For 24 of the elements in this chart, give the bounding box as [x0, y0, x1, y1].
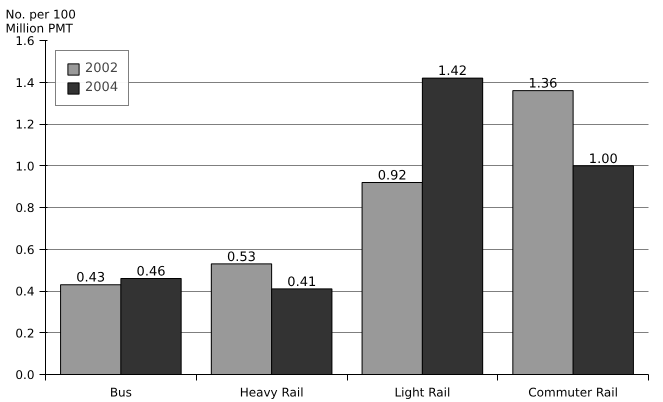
y-tick-label: 0.4	[15, 284, 35, 298]
y-tick-label: 1.6	[15, 34, 35, 48]
y-tick-label: 0.6	[15, 242, 35, 257]
y-tick-label: 1.2	[15, 118, 35, 132]
y-tick-label: 0.8	[15, 201, 35, 215]
x-tick-label: Light Rail	[394, 386, 450, 400]
y-axis-title: No. per 100 Million PMT	[6, 8, 76, 36]
data-label: 0.92	[378, 168, 407, 184]
data-label: 0.46	[136, 264, 166, 280]
data-label: 0.43	[76, 270, 106, 286]
y-tick-label: 0.0	[15, 368, 35, 382]
data-label: 1.42	[438, 64, 468, 80]
legend-label: 2002	[85, 61, 118, 76]
data-label: 0.41	[287, 274, 316, 290]
x-tick-label: Heavy Rail	[240, 386, 304, 400]
x-tick-label: Commuter Rail	[528, 386, 618, 400]
y-tick-label: 0.2	[15, 326, 35, 340]
legend-label: 2004	[85, 80, 118, 95]
data-label: 0.53	[227, 250, 256, 265]
x-tick-label: Bus	[110, 386, 132, 400]
data-label: 1.00	[588, 152, 618, 167]
data-label: 1.36	[528, 76, 558, 92]
y-tick-label: 1.4	[15, 76, 35, 90]
y-tick-label: 1.0	[15, 159, 35, 174]
